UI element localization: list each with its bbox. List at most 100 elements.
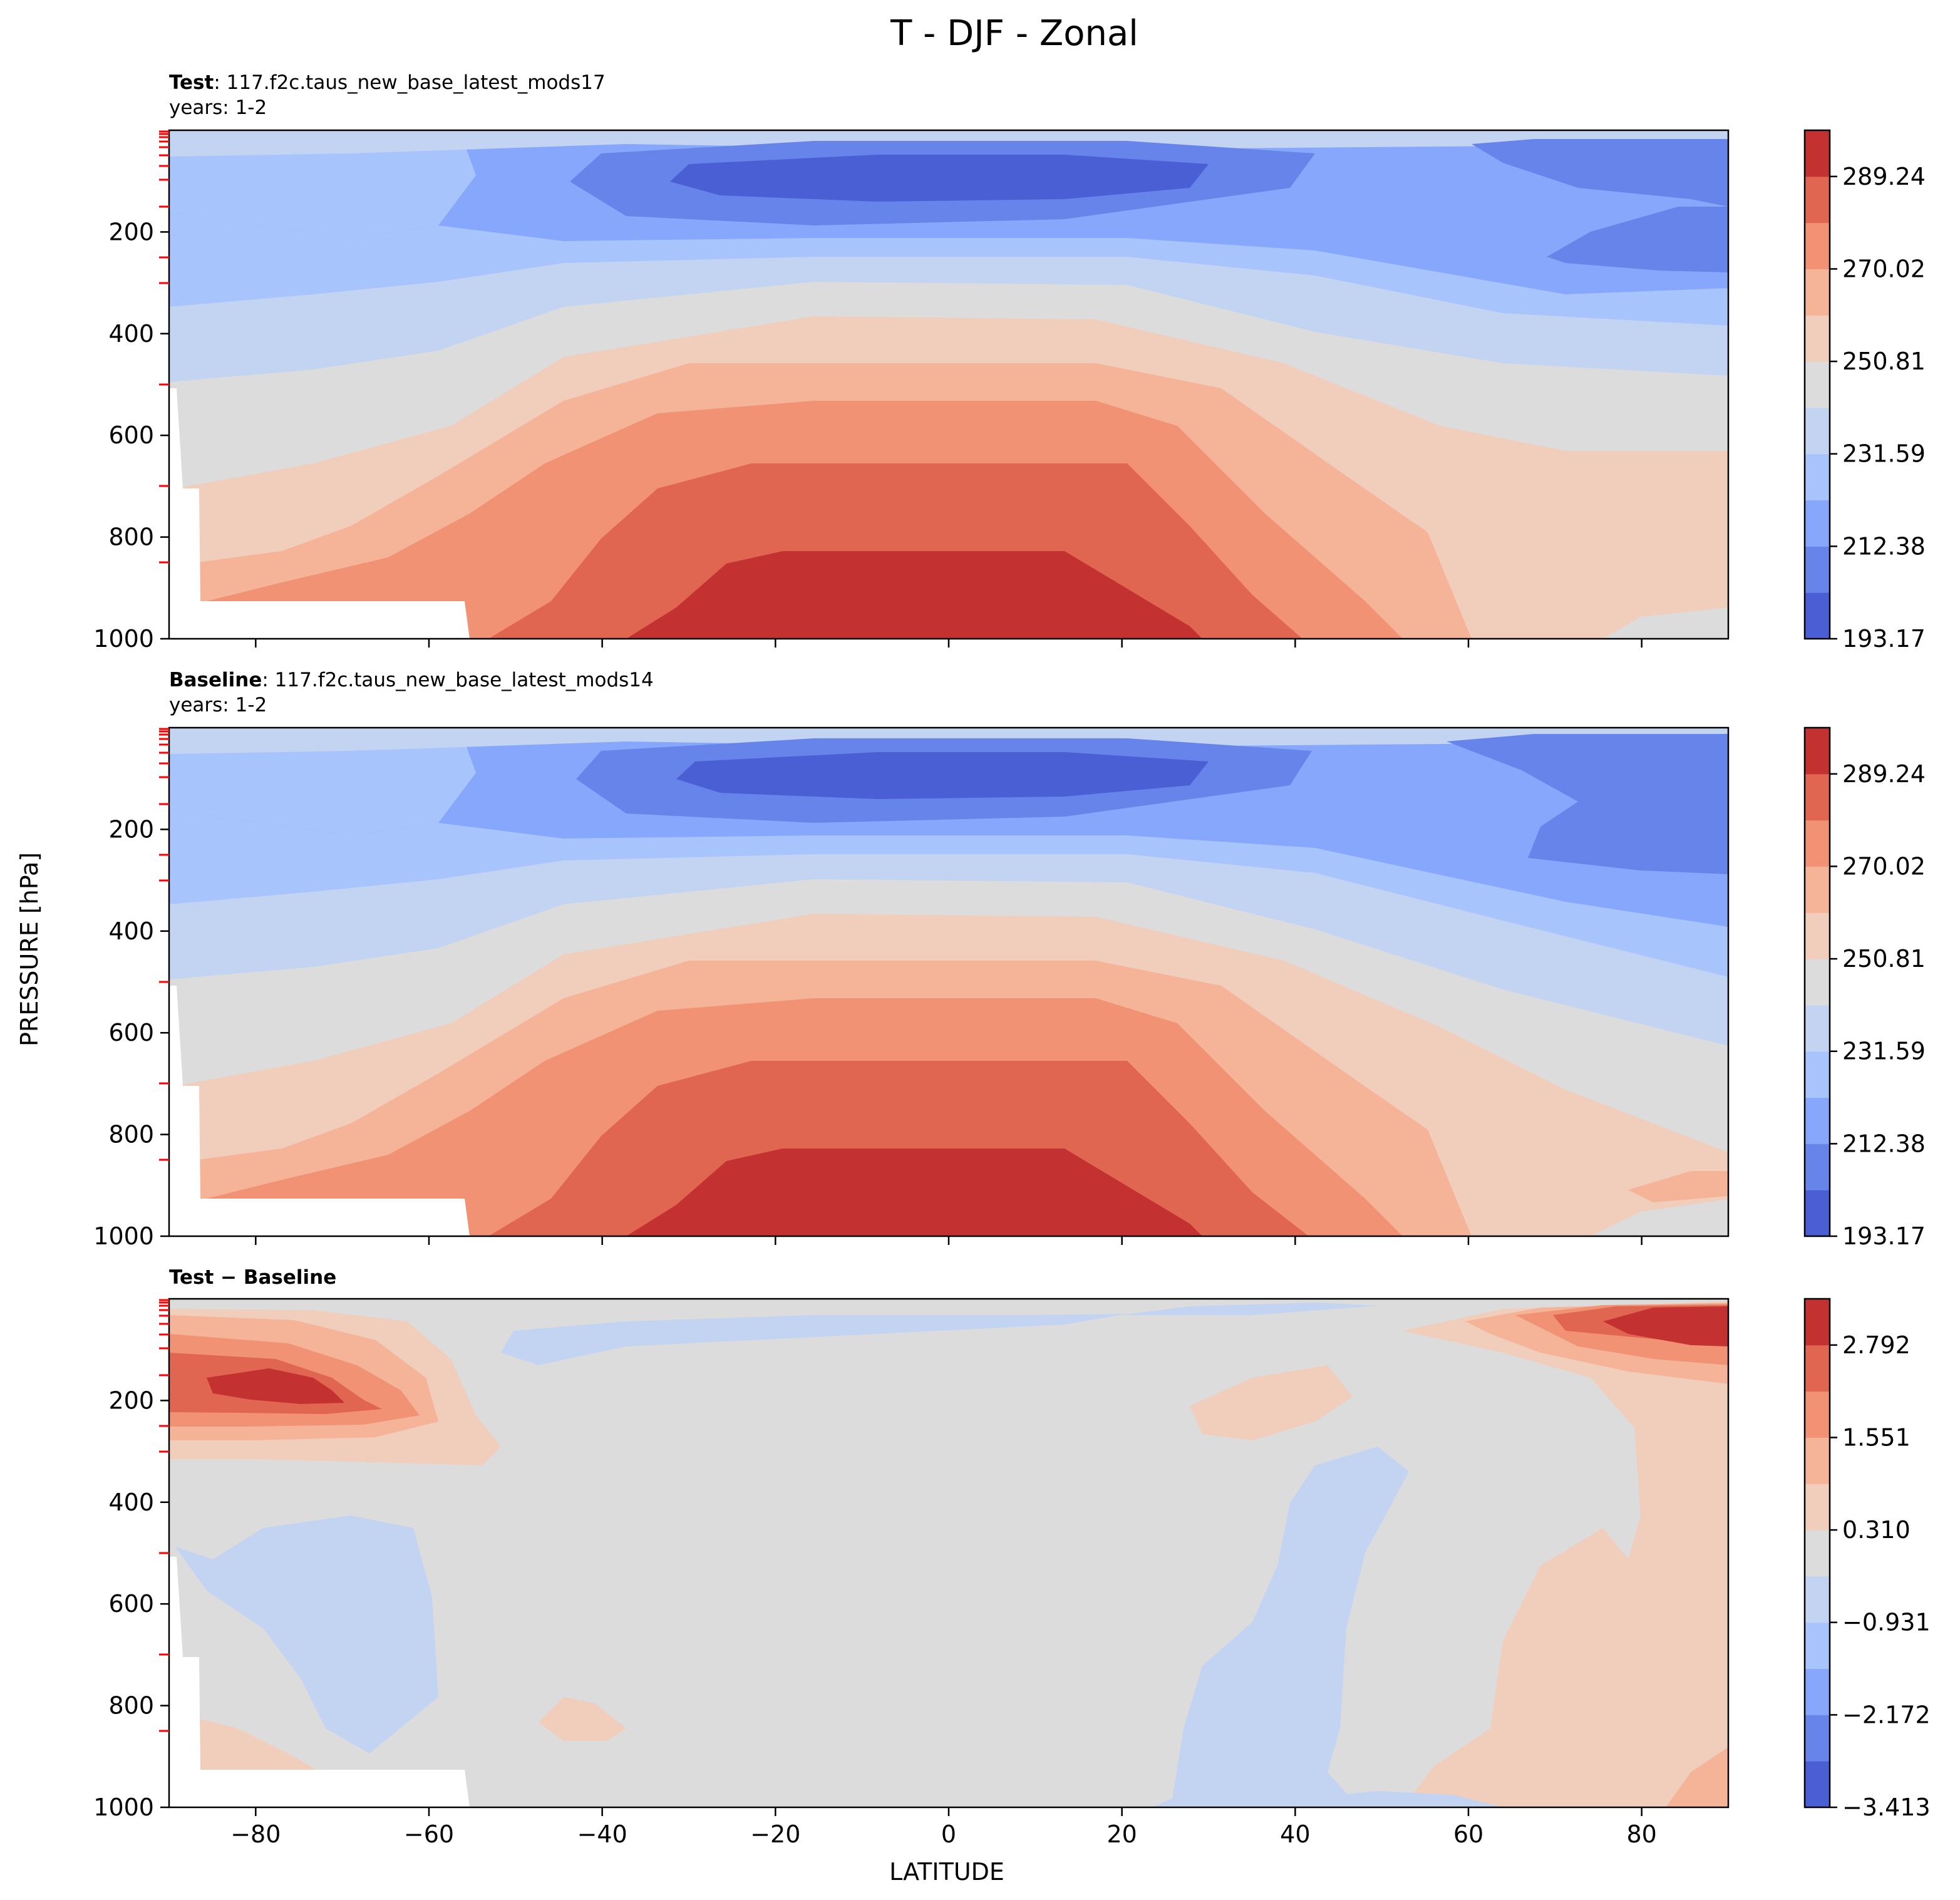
x-tick-label-4: 0 (941, 1820, 956, 1848)
x-tick-label-2: −40 (577, 1820, 627, 1848)
contour-band-test-cool-top (169, 141, 476, 238)
contour-band-diff-south-hot (207, 1368, 344, 1404)
panel-difference: Test − Baseline (93, 1266, 1930, 1848)
colorbar-label-baseline-3: 231.59 (1842, 1038, 1926, 1065)
colorbar-label-difference-4: −2.172 (1842, 1701, 1931, 1728)
contour-mask-test (169, 388, 470, 639)
colorbar-segment-baseline-9 (1805, 773, 1830, 821)
colorbar-label-baseline-2: 250.81 (1842, 945, 1926, 973)
x-tick-label-3: −20 (750, 1820, 800, 1848)
y-tick-label-difference-1000: 1000 (93, 1794, 154, 1821)
contour-band-test-pole2 (1547, 207, 1728, 272)
panel-title-test-text: : 117.f2c.taus_new_base_latest_mods17 (214, 71, 605, 94)
level-markers-test (159, 130, 169, 564)
panel-title-difference: Test − Baseline (169, 1266, 336, 1289)
contour-mask-baseline (169, 986, 470, 1236)
colorbar-frame-difference (1803, 1298, 1831, 1809)
colorbar-segment-difference-0 (1805, 1761, 1830, 1808)
contour-band-diff-north-w1 (1403, 1301, 1728, 1807)
colorbar-label-test-5: 193.17 (1842, 625, 1926, 653)
contour-band-test-hot (626, 551, 1202, 639)
colorbar-segment-difference-7 (1805, 1437, 1830, 1484)
colorbar-label-baseline-5: 193.17 (1842, 1222, 1926, 1250)
colorbar-segment-difference-10 (1805, 1299, 1830, 1346)
contour-band-baseline-surface-cool (1591, 1199, 1728, 1236)
colorbar-frame-test (1803, 129, 1831, 640)
colorbar-segment-baseline-0 (1805, 1190, 1830, 1237)
colorbar-label-difference-0: 2.792 (1842, 1331, 1911, 1359)
colorbar-segment-test-10 (1805, 130, 1830, 177)
contour-band-baseline-warm-east (1628, 1171, 1728, 1202)
contour-band-baseline-pole (1447, 734, 1728, 874)
x-tick-label-1: −60 (404, 1820, 454, 1848)
colorbar-segment-baseline-7 (1805, 866, 1830, 913)
contour-band-baseline-hot (626, 1149, 1202, 1236)
contour-band-diff-cool-mid (1171, 1447, 1409, 1807)
colorbar-baseline: 289.24 270.02 250.81 231.59 212.38 193.17 (1803, 726, 1926, 1250)
y-axis-label: PRESSURE [hPa] (16, 852, 43, 1046)
colorbar-segment-test-0 (1805, 592, 1830, 639)
y-tick-label-difference-400: 400 (108, 1489, 154, 1516)
colorbar-segment-difference-6 (1805, 1484, 1830, 1531)
contour-band-baseline-cool-top (169, 738, 476, 835)
x-axis-label: LATITUDE (889, 1858, 1004, 1886)
contour-band-diff-north-cool-top (1121, 1303, 1378, 1315)
colorbar-segment-baseline-4 (1805, 1004, 1830, 1052)
panel-title-baseline: Baseline: 117.f2c.taus_new_base_latest_m… (169, 669, 654, 691)
contour-band-diff-cool-lower (175, 1515, 438, 1753)
panel-title-baseline-bold: Baseline (169, 669, 262, 691)
colorbar-segment-difference-5 (1805, 1530, 1830, 1577)
y-tick-label-test-1000: 1000 (93, 625, 154, 653)
colorbar-segment-baseline-5 (1805, 959, 1830, 1006)
contour-mask-difference (169, 1557, 470, 1807)
x-tick-label-0: −80 (230, 1820, 281, 1848)
y-axis-test: 200 400 600 800 1000 (93, 218, 169, 653)
y-axis-difference: 200 400 600 800 1000 (93, 1386, 169, 1821)
y-axis-baseline: 200 400 600 800 1000 (93, 815, 169, 1250)
y-tick-label-difference-600: 600 (108, 1590, 154, 1618)
x-tick-label-5: 20 (1106, 1820, 1137, 1848)
y-tick-label-baseline-200: 200 (108, 815, 154, 843)
panel-subtitle-baseline: years: 1-2 (169, 694, 267, 716)
contour-band-diff-surface-cool (1152, 1782, 1503, 1807)
colorbar-segment-test-7 (1805, 269, 1830, 316)
panel-title-baseline-text: : 117.f2c.taus_new_base_latest_mods14 (262, 669, 653, 691)
contour-band-test-core (670, 155, 1209, 202)
x-tick-label-8: 80 (1626, 1820, 1656, 1848)
colorbar-segment-difference-8 (1805, 1391, 1830, 1438)
panel-title-difference-bold: Test − Baseline (169, 1266, 336, 1289)
y-tick-label-baseline-600: 600 (108, 1019, 154, 1046)
contour-field-difference (169, 1299, 1728, 1807)
contour-field-test (169, 130, 1728, 639)
colorbar-label-test-2: 250.81 (1842, 348, 1926, 375)
colorbar-label-baseline-0: 289.24 (1842, 760, 1926, 788)
colorbar-segment-test-1 (1805, 546, 1830, 593)
colorbar-segment-difference-4 (1805, 1576, 1830, 1623)
colorbar-label-difference-5: −3.413 (1842, 1794, 1931, 1821)
y-tick-label-test-200: 200 (108, 218, 154, 245)
panel-test: Test: 117.f2c.taus_new_base_latest_mods1… (93, 71, 1926, 653)
panel-title-test: Test: 117.f2c.taus_new_base_latest_mods1… (169, 71, 606, 94)
panel-title-test-bold: Test (169, 71, 214, 94)
colorbar-segment-baseline-10 (1805, 728, 1830, 775)
x-tick-label-7: 60 (1453, 1820, 1483, 1848)
colorbar-segment-difference-3 (1805, 1622, 1830, 1670)
colorbar-segment-baseline-2 (1805, 1097, 1830, 1144)
contour-band-diff-north-hot (1603, 1306, 1728, 1346)
colorbar-segment-test-5 (1805, 361, 1830, 408)
colorbar-difference: 2.792 1.551 0.310 −0.931 −2.172 −3.413 (1803, 1298, 1931, 1821)
chart-title: T - DJF - Zonal (890, 13, 1138, 54)
colorbar-segment-difference-9 (1805, 1345, 1830, 1392)
colorbar-test: 289.24 270.02 250.81 231.59 212.38 193.17 (1803, 129, 1926, 653)
contour-field-baseline (169, 728, 1728, 1236)
colorbar-label-test-3: 231.59 (1842, 440, 1926, 468)
colorbar-segment-test-8 (1805, 222, 1830, 269)
colorbar-segment-baseline-6 (1805, 912, 1830, 959)
colorbar-label-test-4: 212.38 (1842, 532, 1926, 560)
x-axis-baseline (255, 1236, 1643, 1245)
colorbar-segment-test-3 (1805, 453, 1830, 501)
colorbar-label-difference-3: −0.931 (1842, 1609, 1931, 1636)
colorbar-label-test-0: 289.24 (1842, 163, 1926, 190)
level-markers-difference (159, 1299, 169, 1732)
panel-baseline: Baseline: 117.f2c.taus_new_base_latest_m… (93, 669, 1926, 1250)
